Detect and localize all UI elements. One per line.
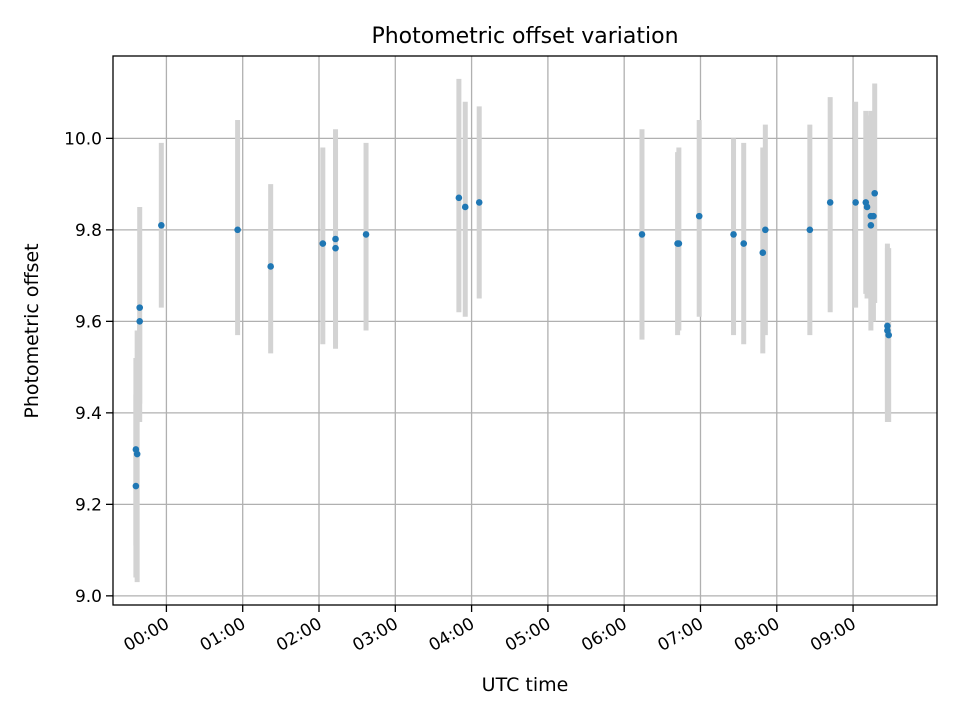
- x-tick-label: 07:00: [655, 614, 707, 656]
- data-point: [638, 231, 646, 238]
- data-point: [762, 226, 769, 234]
- x-tick-label: 03:00: [349, 614, 401, 656]
- data-point: [136, 304, 144, 311]
- data-point: [319, 240, 327, 247]
- data-point: [234, 226, 241, 234]
- y-axis: 9.0 9.2 9.4 9.6 9.8 10.0: [64, 129, 113, 607]
- y-tick-label: 9.4: [75, 404, 102, 424]
- x-tick-label: 09:00: [807, 614, 859, 656]
- data-point: [759, 249, 767, 257]
- y-tick-label: 9.0: [75, 587, 102, 607]
- x-tick-label: 01:00: [197, 614, 249, 656]
- data-point: [267, 263, 274, 270]
- data-point: [871, 189, 878, 197]
- y-tick-label: 9.2: [75, 495, 102, 515]
- data-point: [863, 203, 871, 211]
- y-tick-label: 10.0: [64, 129, 102, 149]
- data-point: [675, 240, 683, 247]
- data-point: [132, 482, 140, 490]
- data-point: [852, 199, 859, 206]
- data-point: [158, 221, 165, 229]
- data-point: [806, 226, 814, 234]
- x-tick-label: 08:00: [731, 614, 783, 656]
- data-point: [695, 212, 703, 220]
- x-tick-label: 05:00: [502, 614, 554, 656]
- y-tick-label: 9.8: [75, 221, 102, 241]
- error-bars: [133, 78, 892, 583]
- data-points: [132, 189, 892, 490]
- y-axis-label: Photometric offset: [21, 243, 43, 418]
- data-point: [740, 240, 748, 247]
- data-point: [455, 194, 463, 202]
- data-point: [870, 212, 877, 220]
- data-point: [332, 244, 339, 252]
- y-tick-label: 9.6: [75, 312, 102, 332]
- x-tick-label: 06:00: [578, 614, 630, 656]
- data-point: [136, 318, 144, 325]
- grid: [113, 56, 937, 605]
- plot-frame: [112, 55, 938, 606]
- x-tick-label: 02:00: [273, 614, 325, 656]
- data-point: [826, 199, 834, 206]
- x-tick-label: 04:00: [426, 614, 478, 656]
- x-axis: 00:00 01:00 02:00 03:00 04:00 05:00 06:00 07:00…: [120, 605, 860, 656]
- x-axis-label: UTC time: [482, 674, 569, 696]
- x-tick-label: 00:00: [120, 614, 172, 656]
- data-point: [362, 231, 370, 238]
- data-point: [332, 235, 339, 243]
- data-point: [884, 322, 891, 330]
- data-point: [885, 331, 892, 339]
- data-point: [475, 199, 483, 206]
- data-point: [867, 221, 875, 229]
- data-point: [133, 450, 141, 458]
- data-point: [461, 203, 469, 211]
- chart-title: Photometric offset variation: [371, 24, 678, 49]
- data-point: [730, 231, 737, 238]
